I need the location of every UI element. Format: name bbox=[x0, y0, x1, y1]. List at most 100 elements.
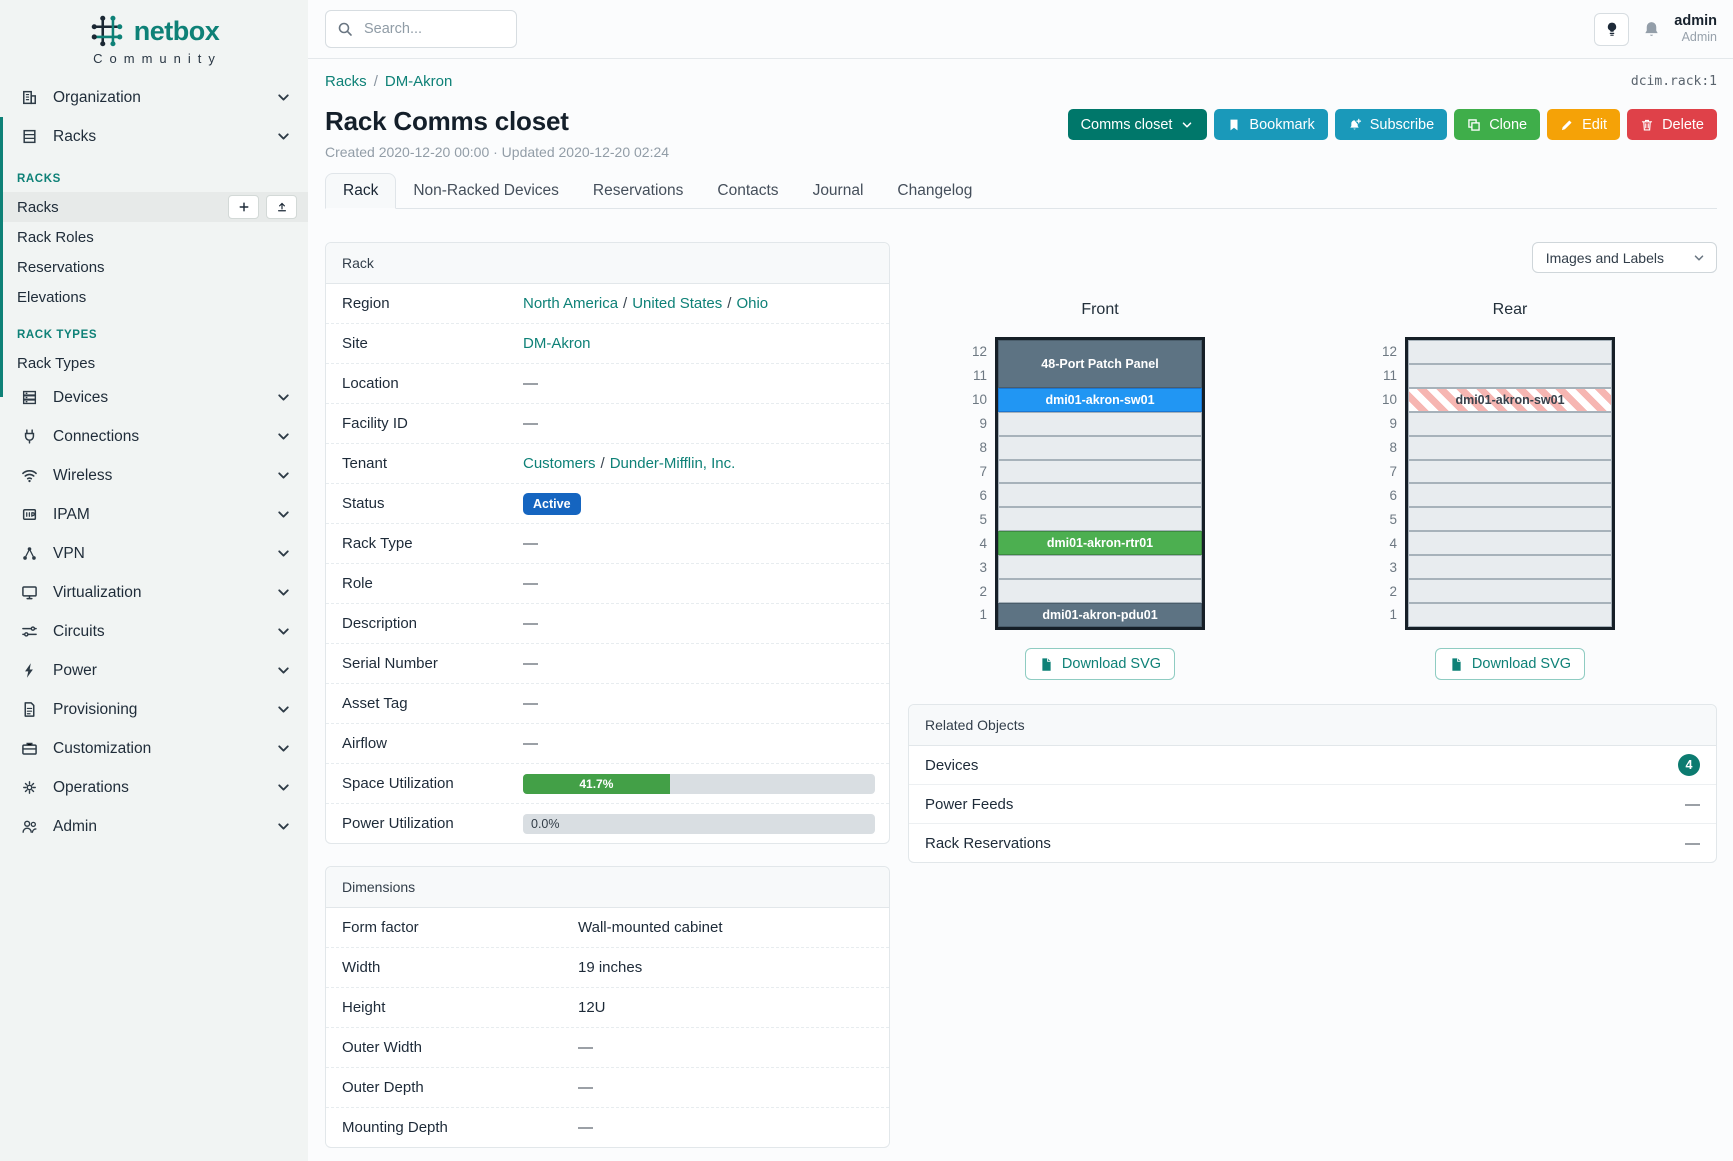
notifications-bell-icon[interactable] bbox=[1642, 20, 1661, 39]
sidebar-item-virtualization[interactable]: Virtualization bbox=[0, 573, 308, 612]
attr-link[interactable]: North America bbox=[523, 295, 619, 312]
value-separator: / bbox=[623, 295, 628, 312]
tab-reservations[interactable]: Reservations bbox=[592, 182, 684, 199]
sidebar-item-customization[interactable]: Customization bbox=[0, 729, 308, 768]
sidebar-item-vpn[interactable]: VPN bbox=[0, 534, 308, 573]
button-label: Comms closet bbox=[1080, 116, 1173, 133]
attr-link[interactable]: Dunder-Mifflin, Inc. bbox=[609, 455, 736, 472]
brand[interactable]: netbox Community bbox=[0, 0, 308, 66]
sidebar-item-label: Rack Roles bbox=[17, 228, 94, 246]
tab-journal[interactable]: Journal bbox=[812, 182, 864, 199]
attr-row: Mounting Depth — bbox=[326, 1107, 889, 1147]
download-svg-front-button[interactable]: Download SVG bbox=[1024, 648, 1176, 680]
front-elevation-title: Front bbox=[1081, 301, 1119, 318]
attr-row: Role — bbox=[326, 563, 889, 603]
attr-value: — bbox=[523, 375, 538, 392]
sidebar-item-label: Devices bbox=[53, 388, 109, 406]
sidebar-item-reservations[interactable]: Reservations bbox=[0, 252, 308, 282]
sidebar-item-rack-types[interactable]: Rack Types bbox=[0, 348, 308, 378]
rack-unit-empty bbox=[1408, 507, 1612, 532]
attr-link[interactable]: United States bbox=[632, 295, 723, 312]
delete-button[interactable]: Delete bbox=[1627, 109, 1717, 140]
sidebar-item-wireless[interactable]: Wireless bbox=[0, 456, 308, 495]
attr-label: Asset Tag bbox=[342, 695, 408, 712]
bookmark-button[interactable]: Bookmark bbox=[1214, 109, 1328, 140]
attr-value: Wall-mounted cabinet bbox=[578, 919, 723, 936]
sidebar-item-label: VPN bbox=[53, 544, 85, 562]
chevron-down-icon bbox=[275, 545, 292, 562]
attr-label: Tenant bbox=[342, 455, 388, 472]
sidebar-item-operations[interactable]: Operations bbox=[0, 768, 308, 807]
attr-label: Status bbox=[342, 495, 385, 512]
sidebar-item-devices[interactable]: Devices bbox=[0, 378, 308, 417]
sidebar-item-provisioning[interactable]: Provisioning bbox=[0, 690, 308, 729]
attr-label: Serial Number bbox=[342, 655, 438, 672]
button-label: Clone bbox=[1489, 116, 1528, 133]
rack-unit-device[interactable]: dmi01-akron-rtr01 bbox=[998, 531, 1202, 556]
sidebar-item-label: Connections bbox=[53, 427, 140, 445]
user-menu[interactable]: admin Admin bbox=[1674, 13, 1717, 45]
related-row-rack-reservations: Rack Reservations — bbox=[909, 823, 1716, 862]
search-input[interactable] bbox=[362, 20, 505, 38]
edit-button[interactable]: Edit bbox=[1547, 109, 1621, 140]
elevation-view-select[interactable]: Images and Labels bbox=[1531, 242, 1717, 273]
import-racks-button[interactable] bbox=[266, 195, 297, 219]
sidebar-item-circuits[interactable]: Circuits bbox=[0, 612, 308, 651]
bell-plus-icon bbox=[1348, 118, 1362, 132]
clone-button[interactable]: Clone bbox=[1454, 109, 1541, 140]
sidebar-item-label: Circuits bbox=[53, 622, 105, 640]
copy-icon bbox=[1467, 118, 1481, 132]
breadcrumb-link-racks[interactable]: Racks bbox=[325, 73, 367, 90]
sidebar-item-racks[interactable]: Racks bbox=[0, 192, 308, 222]
rack-unit-empty bbox=[1408, 531, 1612, 556]
sidebar-item-admin[interactable]: Admin bbox=[0, 807, 308, 846]
breadcrumb-separator: / bbox=[373, 73, 378, 90]
tab-contacts[interactable]: Contacts bbox=[717, 182, 779, 199]
chevron-down-icon bbox=[275, 740, 292, 757]
rack-unit-empty bbox=[1408, 340, 1612, 364]
sidebar-item-connections[interactable]: Connections bbox=[0, 417, 308, 456]
attr-row: Outer Width — bbox=[326, 1027, 889, 1067]
sidebar-racks-groups: RACKS Racks Rack Roles Reservations Elevatio… bbox=[0, 156, 308, 378]
subscribe-button[interactable]: Subscribe bbox=[1334, 109, 1448, 140]
attr-link[interactable]: Customers bbox=[523, 455, 596, 472]
tab-non-racked-devices[interactable]: Non-Racked Devices bbox=[413, 182, 559, 199]
sidebar-item-power[interactable]: Power bbox=[0, 651, 308, 690]
rack-unit-empty bbox=[998, 459, 1202, 484]
rack-unit-empty bbox=[1408, 459, 1612, 484]
sidebar-item-label: Racks bbox=[53, 127, 97, 145]
sidebar-item-racks[interactable]: Racks bbox=[0, 117, 308, 156]
rack-unit-device[interactable]: dmi01-akron-pdu01 bbox=[998, 602, 1202, 627]
theme-toggle-button[interactable] bbox=[1594, 12, 1630, 46]
progress-fill: 41.7% bbox=[523, 773, 670, 794]
rack-unit-device[interactable]: dmi01-akron-sw01 bbox=[1408, 387, 1612, 412]
sidebar-item-rack-roles[interactable]: Rack Roles bbox=[0, 222, 308, 252]
add-rack-button[interactable] bbox=[228, 195, 259, 219]
action-buttons: Comms closet Bookmark Subscribe Clone Edit De… bbox=[1067, 106, 1717, 160]
sidebar-item-label: Operations bbox=[53, 778, 129, 796]
tab-rack[interactable]: Rack bbox=[325, 173, 397, 209]
rack-unit-device[interactable]: dmi01-akron-sw01 bbox=[998, 387, 1202, 412]
sidebar-item-elevations[interactable]: Elevations bbox=[0, 282, 308, 312]
search-icon bbox=[337, 21, 353, 37]
sidebar-item-label: Virtualization bbox=[53, 583, 142, 601]
attr-link[interactable]: Ohio bbox=[736, 295, 769, 312]
sidebar-item-ipam[interactable]: IPAM bbox=[0, 495, 308, 534]
tab-changelog[interactable]: Changelog bbox=[897, 182, 973, 199]
unit-number: 3 bbox=[979, 559, 987, 575]
attr-row: Width 19 inches bbox=[326, 947, 889, 987]
related-row-devices[interactable]: Devices 4 bbox=[909, 746, 1716, 784]
progress-bar: 0.0% bbox=[523, 813, 875, 834]
attr-link[interactable]: DM-Akron bbox=[523, 335, 591, 352]
breadcrumb-link-dm-akron[interactable]: DM-Akron bbox=[384, 73, 453, 90]
rack-unit-device[interactable]: 48-Port Patch Panel bbox=[998, 340, 1202, 388]
trash-icon bbox=[1640, 118, 1654, 132]
rack-elevations: Front 12 11 10 9 8 7 6 5 4 3 2 1 48-Port Patch Pane… bbox=[908, 301, 1717, 680]
search-box[interactable] bbox=[325, 10, 517, 48]
tab-bar: Rack Non-Racked Devices Reservations Contac… bbox=[325, 173, 1717, 209]
sidebar-item-organization[interactable]: Organization bbox=[0, 78, 308, 117]
attr-value: 41.7% bbox=[523, 773, 875, 794]
download-svg-rear-button[interactable]: Download SVG bbox=[1434, 648, 1586, 680]
progress-bar: 41.7% bbox=[523, 773, 875, 794]
comms-closet-dropdown[interactable]: Comms closet bbox=[1067, 109, 1208, 140]
